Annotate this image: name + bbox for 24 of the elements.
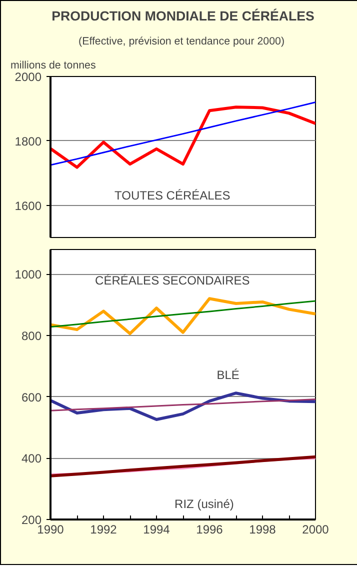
- x-tick-label: 2000: [302, 522, 330, 536]
- y-tick-label: 1800: [14, 134, 42, 148]
- y-tick-label: 2000: [14, 70, 42, 84]
- y-tick-label: 800: [21, 328, 42, 343]
- y-tick-label: 400: [21, 452, 42, 466]
- series-label: BLÉ: [216, 368, 240, 382]
- text: TOUTES CÉRÉALES: [114, 188, 230, 202]
- x-tick-label: 1992: [90, 522, 118, 536]
- x-tick-label: 1996: [196, 522, 224, 536]
- series-label: CÉRÉALES SECONDAIRES: [95, 274, 250, 288]
- x-tick-label: 1994: [143, 522, 170, 536]
- line-series: [50, 392, 316, 421]
- line-series: [50, 297, 316, 336]
- chart-subtitle: (Effective, prévision et tendance pour 2000): [78, 36, 284, 48]
- y-tick-label: 1600: [14, 198, 42, 213]
- line-series: [50, 300, 316, 328]
- line-series: [50, 398, 316, 412]
- x-tick-label: 1998: [249, 522, 276, 536]
- text: RIZ (usiné): [174, 496, 234, 511]
- y-axis-title: millions de tonnes: [10, 60, 96, 72]
- y-tick-label: 600: [21, 390, 42, 404]
- y-tick-label: 1000: [14, 268, 42, 282]
- x-tick-label: 1990: [37, 522, 64, 536]
- chart-title: PRODUCTION MONDIALE DE CÉRÉALES: [52, 8, 315, 24]
